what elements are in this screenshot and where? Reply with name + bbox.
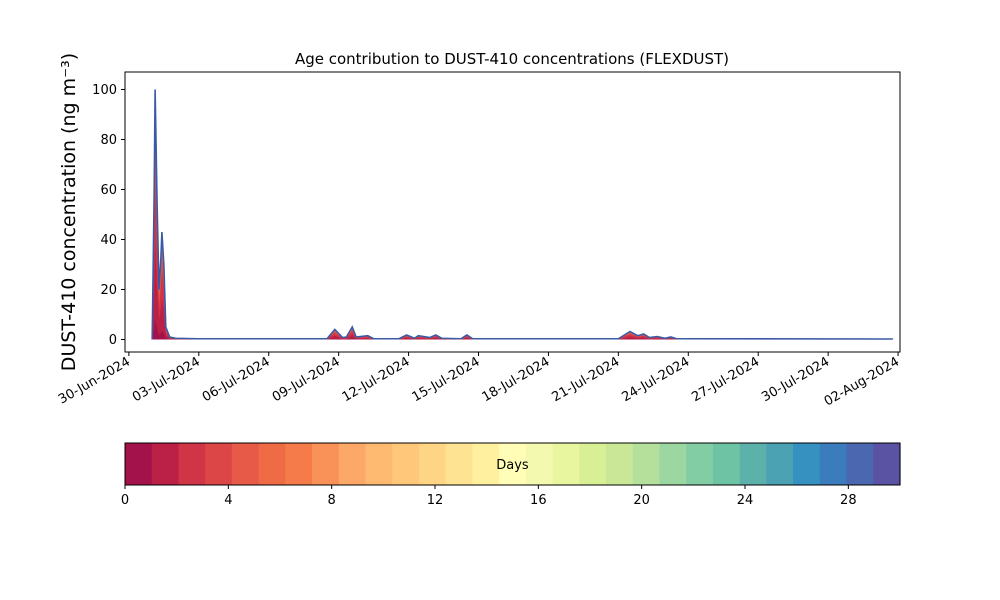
y-axis-label: DUST-410 concentration (ng m⁻³) — [58, 53, 80, 371]
age-band-area-0 — [152, 319, 893, 340]
x-tick-label: 09-Jul-2024 — [270, 354, 343, 405]
colorbar-segment-17 — [579, 443, 607, 485]
y-tick-label: 40 — [100, 233, 117, 248]
colorbar-segment-25 — [793, 443, 821, 485]
colorbar: Days 0 4 8 12 16 20 24 28 — [121, 442, 901, 508]
colorbar-segment-24 — [766, 443, 794, 485]
total-series-line — [151, 89, 894, 340]
y-tick-label: 20 — [100, 283, 117, 298]
age-band-area-8 — [152, 94, 893, 340]
colorbar-tick-label: 20 — [633, 493, 650, 508]
age-band-area-3 — [152, 154, 893, 340]
colorbar-segment-4 — [231, 443, 260, 485]
x-tick-label: 03-Jul-2024 — [130, 354, 203, 405]
age-band-area-7 — [152, 99, 893, 340]
colorbar-segment-23 — [739, 443, 767, 485]
colorbar-segment-19 — [632, 443, 661, 485]
colorbar-segment-6 — [285, 443, 313, 485]
age-band-area-6 — [152, 107, 893, 340]
colorbar-tick-label: 28 — [840, 493, 857, 508]
x-tick-label: 06-Jul-2024 — [200, 354, 273, 405]
colorbar-segment-28 — [873, 443, 901, 485]
x-tick-label: 18-Jul-2024 — [480, 354, 553, 405]
colorbar-segment-11 — [418, 443, 447, 485]
colorbar-segment-2 — [178, 443, 206, 485]
x-tick-label: 24-Jul-2024 — [619, 354, 692, 405]
colorbar-segment-22 — [712, 443, 741, 485]
y-tick-label: 80 — [100, 133, 117, 148]
colorbar-tick-label: 0 — [121, 493, 129, 508]
age-band-area-1 — [152, 244, 893, 340]
colorbar-segment-18 — [606, 443, 634, 485]
colorbar-segment-16 — [552, 443, 580, 485]
colorbar-segment-1 — [151, 443, 180, 485]
colorbar-segment-9 — [365, 443, 393, 485]
colorbar-segment-7 — [312, 443, 340, 485]
colorbar-segment-12 — [445, 443, 474, 485]
colorbar-segment-3 — [205, 443, 233, 485]
plot-frame — [124, 71, 901, 353]
age-band-area-2 — [152, 184, 893, 340]
plot-area: 02040608010030-Jun-202403-Jul-202406-Jul… — [56, 71, 902, 410]
colorbar-segment-20 — [659, 443, 687, 485]
y-tick-label: 60 — [100, 183, 117, 198]
y-tick-label: 100 — [92, 83, 117, 98]
colorbar-segment-26 — [819, 443, 848, 485]
colorbar-tick-label: 8 — [328, 493, 336, 508]
colorbar-segment-5 — [258, 443, 286, 485]
x-tick-label: 12-Jul-2024 — [340, 354, 413, 405]
colorbar-segment-14 — [499, 443, 527, 485]
age-band-area-4 — [152, 132, 893, 340]
colorbar-segment-27 — [846, 443, 874, 485]
colorbar-segment-8 — [338, 443, 367, 485]
x-tick-label: 21-Jul-2024 — [550, 354, 623, 405]
chart-title: Age contribution to DUST-410 concentrati… — [295, 50, 729, 68]
colorbar-tick-label: 16 — [530, 493, 547, 508]
x-tick-label: 15-Jul-2024 — [410, 354, 483, 405]
age-band-area-5 — [152, 117, 893, 340]
colorbar-segment-15 — [525, 443, 554, 485]
colorbar-segment-0 — [125, 443, 153, 485]
colorbar-tick-label: 4 — [224, 493, 232, 508]
colorbar-tick-label: 24 — [737, 493, 754, 508]
colorbar-segment-13 — [472, 443, 500, 485]
x-tick-label: 27-Jul-2024 — [689, 354, 762, 405]
age-band-area-9 — [152, 89, 893, 340]
x-tick-label: 02-Aug-2024 — [822, 354, 902, 409]
y-tick-label: 0 — [109, 333, 117, 348]
colorbar-frame — [124, 442, 901, 486]
colorbar-tick-label: 12 — [427, 493, 444, 508]
colorbar-label: Days — [496, 458, 529, 473]
colorbar-segment-21 — [686, 443, 714, 485]
colorbar-segment-10 — [392, 443, 420, 485]
